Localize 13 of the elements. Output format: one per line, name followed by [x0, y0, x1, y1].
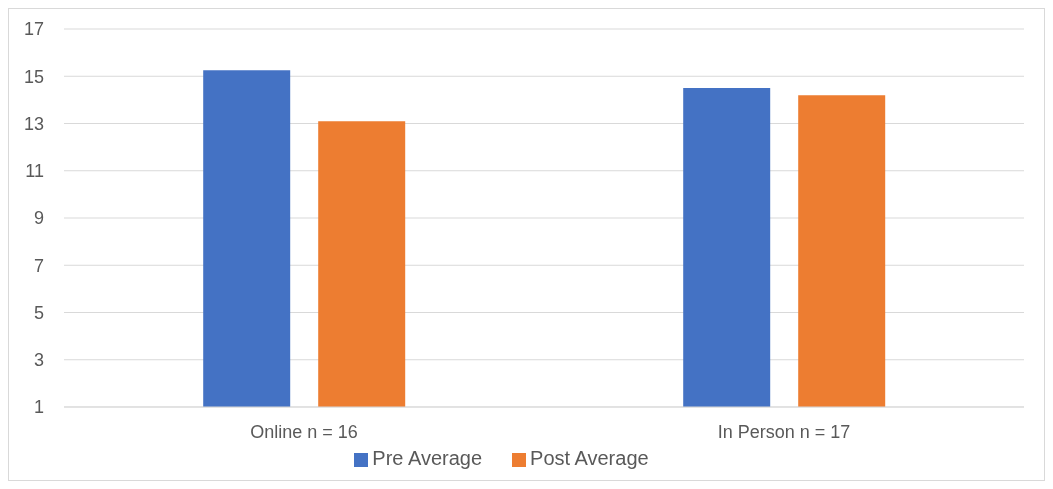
y-tick-label: 3 — [33, 350, 44, 371]
y-tick-label: 17 — [23, 19, 44, 40]
y-tick-label: 13 — [23, 113, 44, 134]
y-tick-label: 1 — [33, 397, 44, 418]
y-tick-label: 7 — [33, 255, 44, 276]
y-tick-label: 5 — [33, 302, 44, 323]
y-tick-label: 11 — [25, 161, 44, 182]
y-tick-label: 15 — [23, 66, 44, 87]
x-tick-label: In Person n = 17 — [717, 421, 851, 442]
legend-label: Pre Average — [372, 447, 483, 469]
legend-label: Post Average — [530, 447, 649, 469]
y-tick-label: 9 — [33, 208, 44, 229]
x-tick-label: Online n = 16 — [250, 421, 358, 442]
